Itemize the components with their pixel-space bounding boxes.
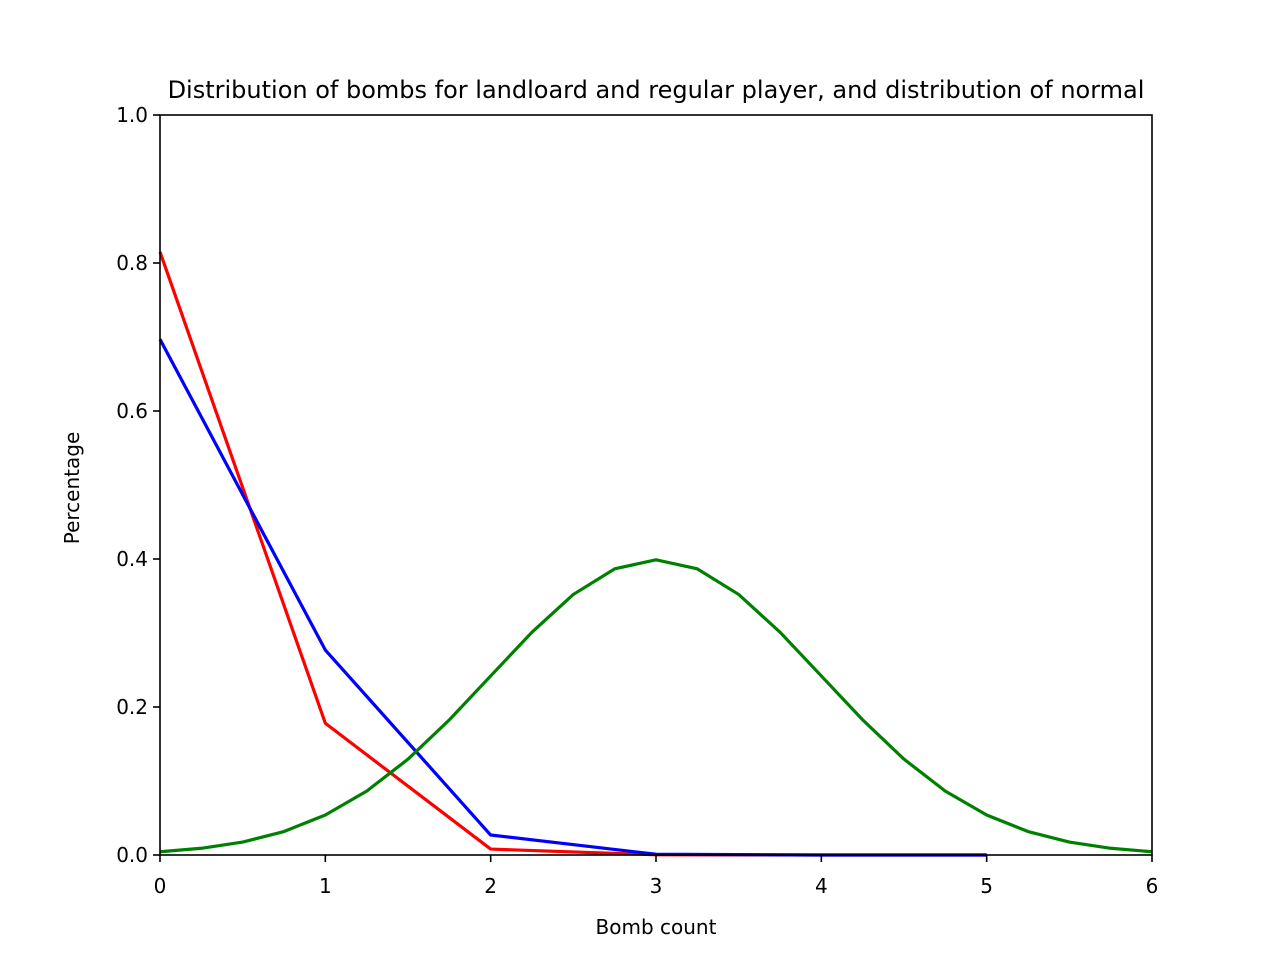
x-tick-label: 5 [980,874,993,898]
x-tick-label: 6 [1146,874,1159,898]
series-line-2 [159,558,1153,854]
series-line-0 [158,251,987,857]
plot-frame [159,114,1153,856]
x-tick-label: 2 [484,874,497,898]
x-tick-label: 1 [319,874,332,898]
x-tick-label: 4 [815,874,828,898]
y-tick-label: 1.0 [116,103,148,127]
y-axis-label: Percentage [60,432,84,545]
y-axis-ticks: 0.0 0.2 0.4 0.6 0.8 1.0 [116,103,160,867]
x-axis-ticks: 0 1 2 3 4 5 6 [154,855,1159,898]
y-tick-label: 0.4 [116,547,148,571]
y-tick-label: 0.2 [116,695,148,719]
chart-title: Distribution of bombs for landloard and … [168,76,1145,104]
x-axis-label: Bomb count [596,915,717,939]
y-tick-label: 0.0 [116,843,148,867]
y-tick-label: 0.6 [116,399,148,423]
x-tick-label: 0 [154,874,167,898]
x-tick-label: 3 [650,874,663,898]
series-line-1 [158,338,987,857]
y-tick-label: 0.8 [116,251,148,275]
plot-lines [158,251,1153,857]
